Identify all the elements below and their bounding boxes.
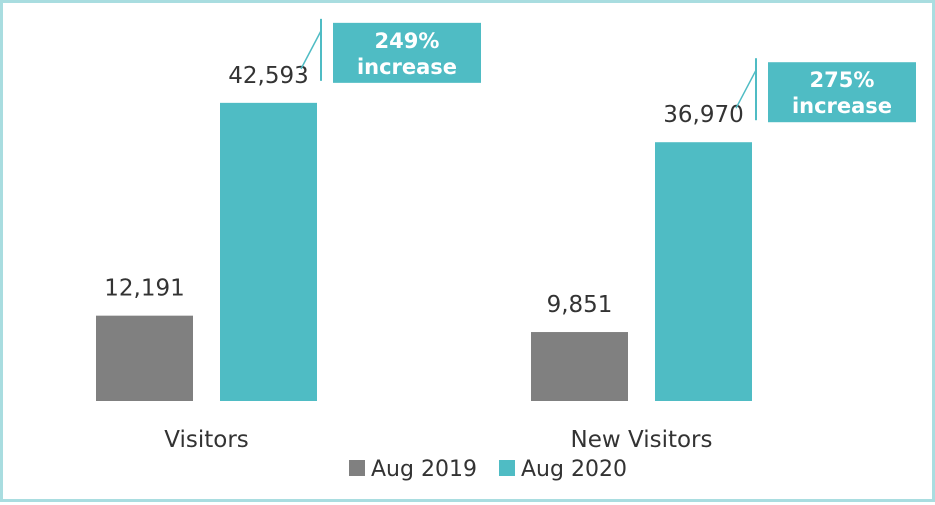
bar-visitors-aug-2020 bbox=[220, 102, 317, 401]
legend-label: Aug 2020 bbox=[521, 457, 627, 482]
value-label: 12,191 bbox=[104, 276, 184, 302]
bars-layer bbox=[96, 102, 752, 401]
value-label: 9,851 bbox=[547, 292, 613, 318]
legend-label: Aug 2019 bbox=[371, 457, 477, 482]
callout-percent: 275% bbox=[810, 68, 875, 92]
legend-swatch-aug-2020 bbox=[499, 460, 515, 476]
callout-leader-line bbox=[300, 30, 322, 70]
category-axis: Visitors New Visitors bbox=[164, 427, 712, 453]
callout-leader-line bbox=[735, 69, 757, 109]
callout-box bbox=[768, 62, 916, 123]
value-label: 42,593 bbox=[228, 63, 308, 89]
callout-percent: 249% bbox=[375, 29, 440, 53]
category-label: Visitors bbox=[164, 427, 249, 453]
bar-new-visitors-aug-2019 bbox=[531, 332, 628, 401]
value-label: 36,970 bbox=[663, 102, 743, 128]
value-labels-layer: 12,191 42,593 9,851 36,970 bbox=[104, 63, 743, 318]
category-label: New Visitors bbox=[571, 427, 713, 453]
legend-swatch-aug-2019 bbox=[349, 460, 365, 476]
legend: Aug 2019 Aug 2020 bbox=[349, 457, 627, 482]
callout-word: increase bbox=[357, 55, 457, 79]
bar-new-visitors-aug-2020 bbox=[655, 142, 752, 401]
callout-box bbox=[333, 22, 481, 83]
bar-visitors-aug-2019 bbox=[96, 315, 193, 401]
callout-word: increase bbox=[792, 94, 892, 118]
